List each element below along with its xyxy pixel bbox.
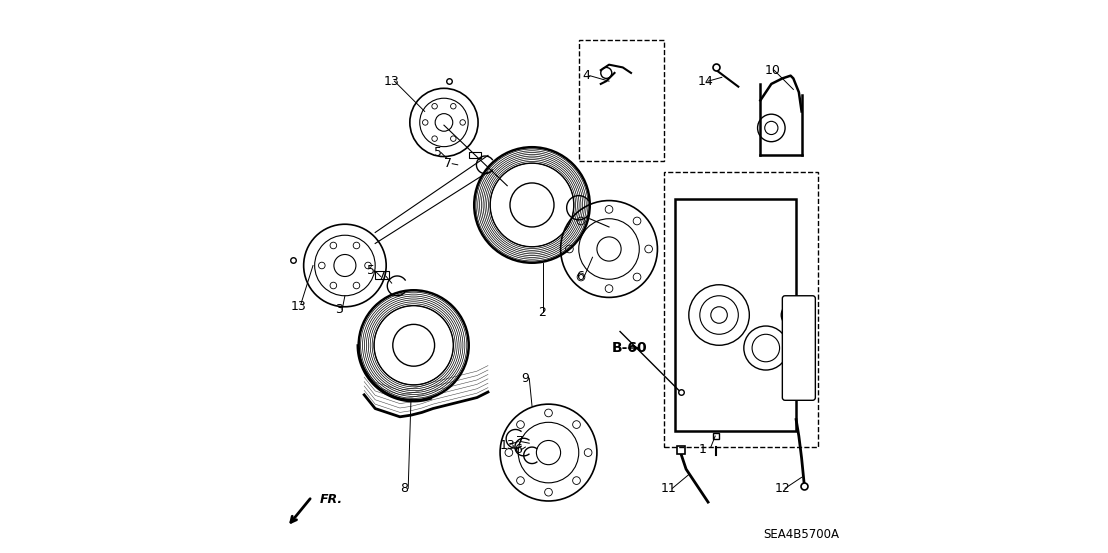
Text: 6: 6 bbox=[514, 444, 522, 456]
Bar bbox=[578, 40, 664, 161]
Text: 3: 3 bbox=[336, 303, 343, 316]
Text: 12: 12 bbox=[774, 482, 790, 495]
Text: 14: 14 bbox=[697, 75, 714, 88]
Text: FR.: FR. bbox=[320, 493, 343, 506]
Text: 8: 8 bbox=[400, 482, 409, 495]
Text: 13: 13 bbox=[290, 300, 306, 313]
Text: 10: 10 bbox=[765, 64, 781, 77]
Text: 13: 13 bbox=[500, 439, 515, 452]
Text: 6: 6 bbox=[576, 270, 584, 283]
Text: 11: 11 bbox=[660, 482, 676, 495]
FancyBboxPatch shape bbox=[469, 152, 481, 158]
Text: 1: 1 bbox=[699, 444, 707, 456]
Text: 5: 5 bbox=[434, 146, 442, 159]
Text: 7: 7 bbox=[444, 156, 452, 170]
Text: B-60: B-60 bbox=[612, 341, 647, 355]
Text: 5: 5 bbox=[368, 264, 376, 278]
FancyBboxPatch shape bbox=[376, 271, 389, 279]
Text: 2: 2 bbox=[538, 306, 546, 319]
Text: 4: 4 bbox=[582, 69, 589, 82]
Bar bbox=[664, 172, 818, 447]
Text: SEA4B5700A: SEA4B5700A bbox=[763, 528, 839, 541]
Text: 9: 9 bbox=[522, 372, 530, 385]
Text: 7: 7 bbox=[516, 435, 524, 448]
Text: 13: 13 bbox=[383, 75, 400, 88]
FancyBboxPatch shape bbox=[782, 296, 815, 400]
Text: 7: 7 bbox=[378, 270, 387, 283]
FancyBboxPatch shape bbox=[675, 200, 796, 431]
